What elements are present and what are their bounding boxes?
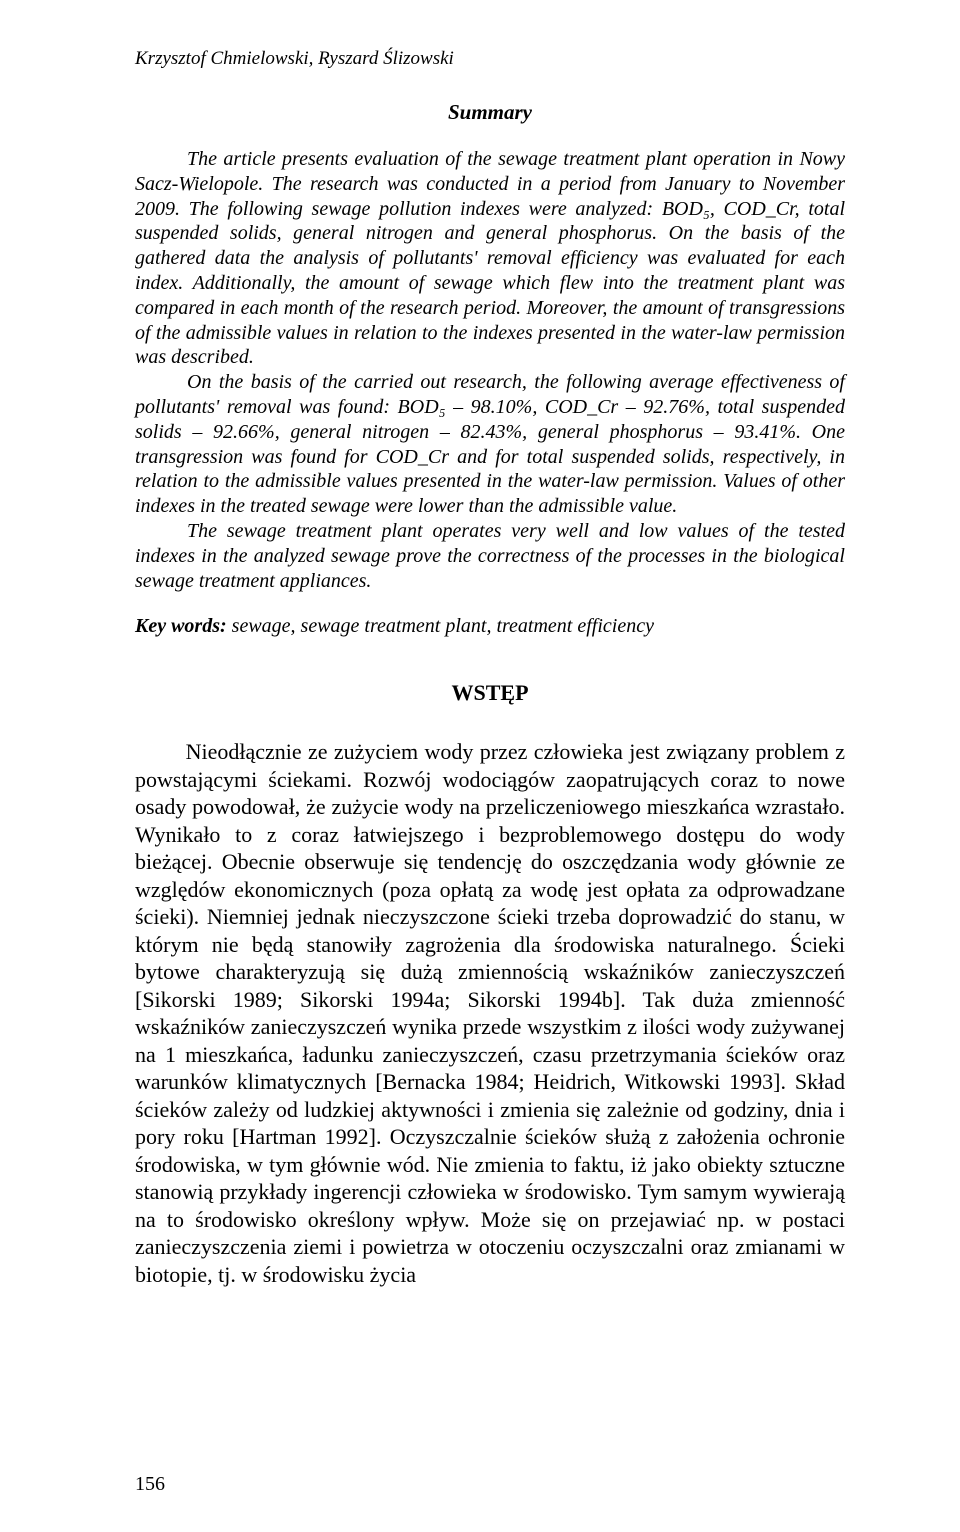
- section-heading-wstep: WSTĘP: [135, 680, 845, 706]
- running-head: Krzysztof Chmielowski, Ryszard Ślizowski: [135, 48, 845, 70]
- keywords-label: Key words:: [135, 615, 227, 637]
- keywords-text: sewage, sewage treatment plant, treatmen…: [227, 615, 654, 637]
- summary-paragraph-1: The article presents evaluation of the s…: [135, 147, 845, 370]
- page: Krzysztof Chmielowski, Ryszard Ślizowski…: [0, 0, 960, 1532]
- keywords-line: Key words: sewage, sewage treatment plan…: [135, 615, 845, 638]
- summary-heading: Summary: [135, 100, 845, 125]
- page-number: 156: [135, 1473, 165, 1496]
- body-paragraph-1: Nieodłącznie ze zużyciem wody przez czło…: [135, 738, 845, 1288]
- summary-paragraph-2: On the basis of the carried out research…: [135, 370, 845, 519]
- summary-paragraph-3: The sewage treatment plant operates very…: [135, 519, 845, 593]
